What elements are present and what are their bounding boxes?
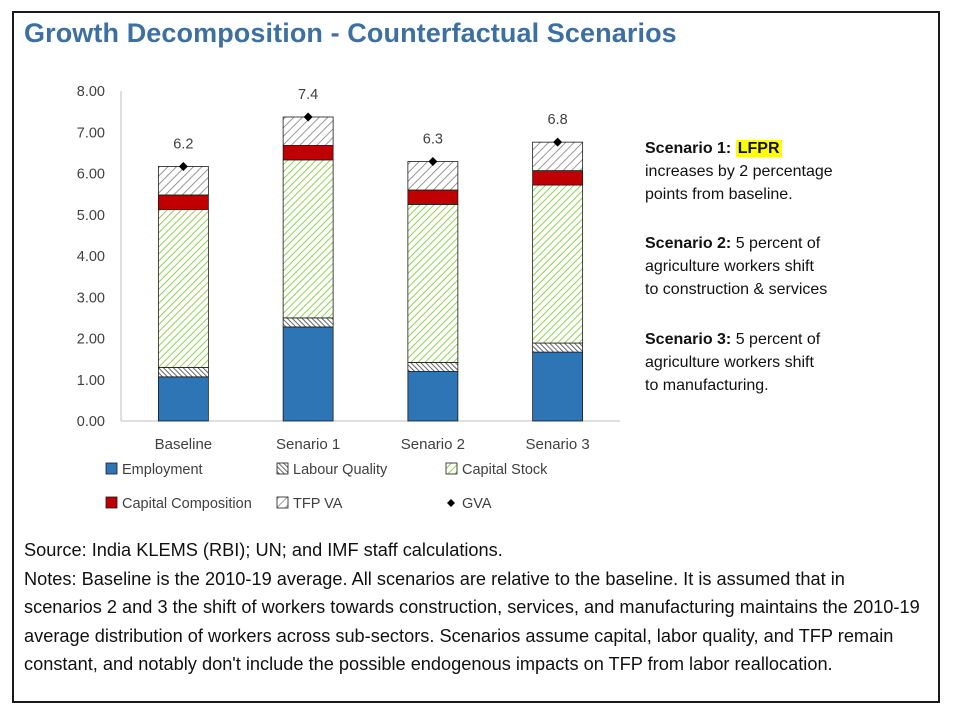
- y-tick-label: 5.00: [77, 208, 105, 224]
- bar-segment-employment: [407, 371, 459, 422]
- bar-segment-employment: [282, 326, 334, 422]
- legend-swatch-gva: [447, 499, 455, 507]
- x-tick-label: Senario 3: [526, 436, 590, 453]
- bar-segment-capital-stock: [157, 208, 209, 368]
- bar-segment-capital-composition: [157, 194, 209, 210]
- chart-title: Growth Decomposition - Counterfactual Sc…: [24, 18, 677, 48]
- legend-label: Employment: [122, 462, 203, 478]
- gva-data-label: 7.4: [298, 87, 318, 103]
- legend-label: TFP VA: [293, 496, 343, 512]
- legend-label: Capital Composition: [122, 496, 252, 512]
- bar-segment-capital-composition: [532, 170, 584, 186]
- legend-label: Capital Stock: [462, 462, 548, 478]
- gva-data-label: 6.2: [173, 136, 193, 152]
- y-tick-label: 1.00: [77, 373, 105, 389]
- legend-swatch: [445, 462, 458, 475]
- y-tick-label: 4.00: [77, 249, 105, 265]
- scenario-label: Scenario 2:: [645, 235, 732, 252]
- bar-segment-tfp-va: [282, 116, 334, 146]
- gva-marker: [428, 157, 438, 167]
- legend-swatch: [276, 496, 289, 509]
- y-tick-label: 6.00: [77, 167, 105, 183]
- y-tick-label: 2.00: [77, 332, 105, 348]
- scenario-3-text: Scenario 3: 5 percent of agriculture work…: [645, 331, 821, 394]
- bar-segment-labour-quality: [282, 317, 334, 328]
- bar-segment-capital-composition: [282, 145, 334, 161]
- figure-frame: [12, 11, 940, 703]
- bar-segment-labour-quality: [532, 342, 584, 353]
- source-text: Source: India KLEMS (RBI); UN; and IMF s…: [24, 540, 503, 560]
- scenario-label: Scenario 1:: [645, 140, 732, 157]
- x-tick-label: Senario 2: [401, 436, 465, 453]
- gva-data-label: 6.3: [423, 132, 443, 148]
- gva-marker: [178, 161, 188, 171]
- bar-segment-labour-quality: [157, 366, 209, 378]
- stacked-bar-chart: 0.00 1.00 2.00 3.00 4.00 5.00 6.00 7.00 8.00 6.2 B…: [60, 62, 635, 512]
- legend-label: Labour Quality: [293, 462, 388, 478]
- y-tick-label: 3.00: [77, 290, 105, 306]
- scenario-1-text: Scenario 1: LFPR increases by 2 percentag…: [645, 140, 833, 203]
- bar-segment-employment: [532, 351, 584, 422]
- y-tick-label: 7.00: [77, 125, 105, 141]
- notes-block: Source: India KLEMS (RBI); UN; and IMF s…: [24, 536, 924, 679]
- bar-segment-capital-composition: [407, 189, 459, 205]
- legend-swatch: [105, 462, 118, 475]
- bar-segment-capital-stock: [407, 204, 459, 363]
- y-tick-label: 8.00: [77, 84, 105, 100]
- x-tick-label: Baseline: [155, 436, 213, 453]
- x-tick-label: Senario 1: [276, 436, 340, 453]
- highlighted-term: LFPR: [735, 140, 782, 157]
- y-tick-label: 0.00: [77, 414, 105, 430]
- bar-segment-capital-stock: [532, 184, 584, 344]
- gva-marker: [553, 137, 563, 147]
- notes-text: Notes: Baseline is the 2010-19 average. …: [24, 568, 920, 675]
- bar-segment-employment: [157, 376, 209, 422]
- legend-label: GVA: [462, 496, 492, 512]
- gva-data-label: 6.8: [548, 112, 568, 128]
- bar-segment-labour-quality: [407, 362, 459, 372]
- gva-marker: [303, 112, 313, 122]
- legend-swatch: [276, 462, 289, 475]
- legend-swatch: [105, 496, 118, 509]
- bar-segment-capital-stock: [282, 159, 334, 319]
- bar-segment-tfp-va: [532, 141, 584, 172]
- scenario-label: Scenario 3:: [645, 331, 732, 348]
- scenario-2-text: Scenario 2: 5 percent of agriculture work…: [645, 235, 828, 298]
